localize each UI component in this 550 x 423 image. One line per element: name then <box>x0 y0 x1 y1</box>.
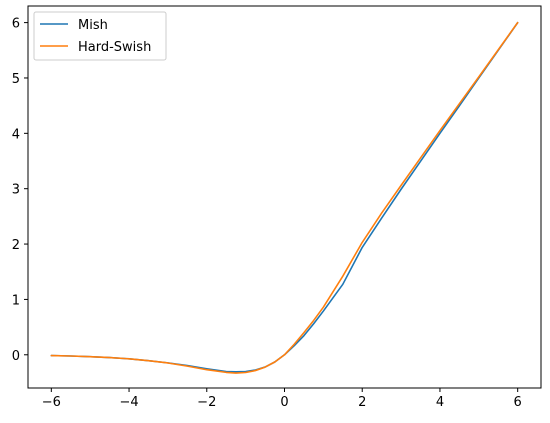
x-tick-label: 2 <box>358 395 366 410</box>
x-tick-label: −2 <box>197 395 216 410</box>
series-line-hard-swish <box>50 21 519 374</box>
y-tick-label: 1 <box>12 293 20 308</box>
x-tick-label: 0 <box>280 395 288 410</box>
y-axis: 0 1 2 3 4 5 6 <box>12 17 28 364</box>
x-tick-label: −6 <box>42 395 61 410</box>
x-tick-label: 6 <box>514 395 522 410</box>
legend-label-mish: Mish <box>78 18 108 33</box>
x-axis: −6 −4 −2 0 2 4 6 <box>42 388 522 410</box>
x-tick-label: −4 <box>119 395 138 410</box>
y-tick-label: 4 <box>12 127 20 142</box>
legend: Mish Hard-Swish <box>33 11 167 61</box>
y-tick-label: 3 <box>12 183 20 198</box>
legend-label-hard-swish: Hard-Swish <box>78 40 151 55</box>
y-tick-label: 0 <box>12 349 20 364</box>
x-tick-label: 4 <box>436 395 444 410</box>
y-tick-label: 5 <box>12 72 20 87</box>
series-layer <box>50 21 519 374</box>
y-tick-label: 2 <box>12 238 20 253</box>
y-tick-label: 6 <box>12 17 20 32</box>
